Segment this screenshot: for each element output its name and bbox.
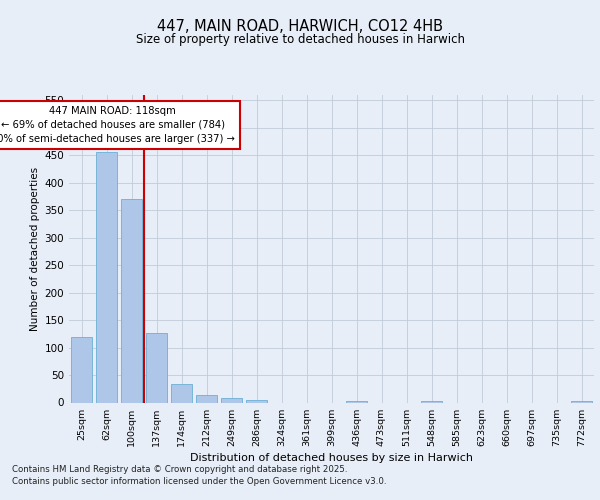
Text: Size of property relative to detached houses in Harwich: Size of property relative to detached ho… [136, 32, 464, 46]
Bar [221, 398, 242, 402]
Bar [196, 396, 217, 402]
Text: Contains HM Land Registry data © Crown copyright and database right 2025.: Contains HM Land Registry data © Crown c… [12, 465, 347, 474]
Text: Contains public sector information licensed under the Open Government Licence v3: Contains public sector information licen… [12, 477, 386, 486]
Bar [246, 400, 267, 402]
Bar [71, 336, 92, 402]
Bar [96, 152, 117, 403]
Bar [571, 401, 592, 402]
Text: 447, MAIN ROAD, HARWICH, CO12 4HB: 447, MAIN ROAD, HARWICH, CO12 4HB [157, 19, 443, 34]
Bar [146, 333, 167, 402]
Y-axis label: Number of detached properties: Number of detached properties [30, 166, 40, 331]
X-axis label: Distribution of detached houses by size in Harwich: Distribution of detached houses by size … [190, 452, 473, 462]
Text: 447 MAIN ROAD: 118sqm
← 69% of detached houses are smaller (784)
30% of semi-det: 447 MAIN ROAD: 118sqm ← 69% of detached … [0, 106, 235, 144]
Bar [121, 200, 142, 402]
Bar [421, 401, 442, 402]
Bar [171, 384, 192, 402]
